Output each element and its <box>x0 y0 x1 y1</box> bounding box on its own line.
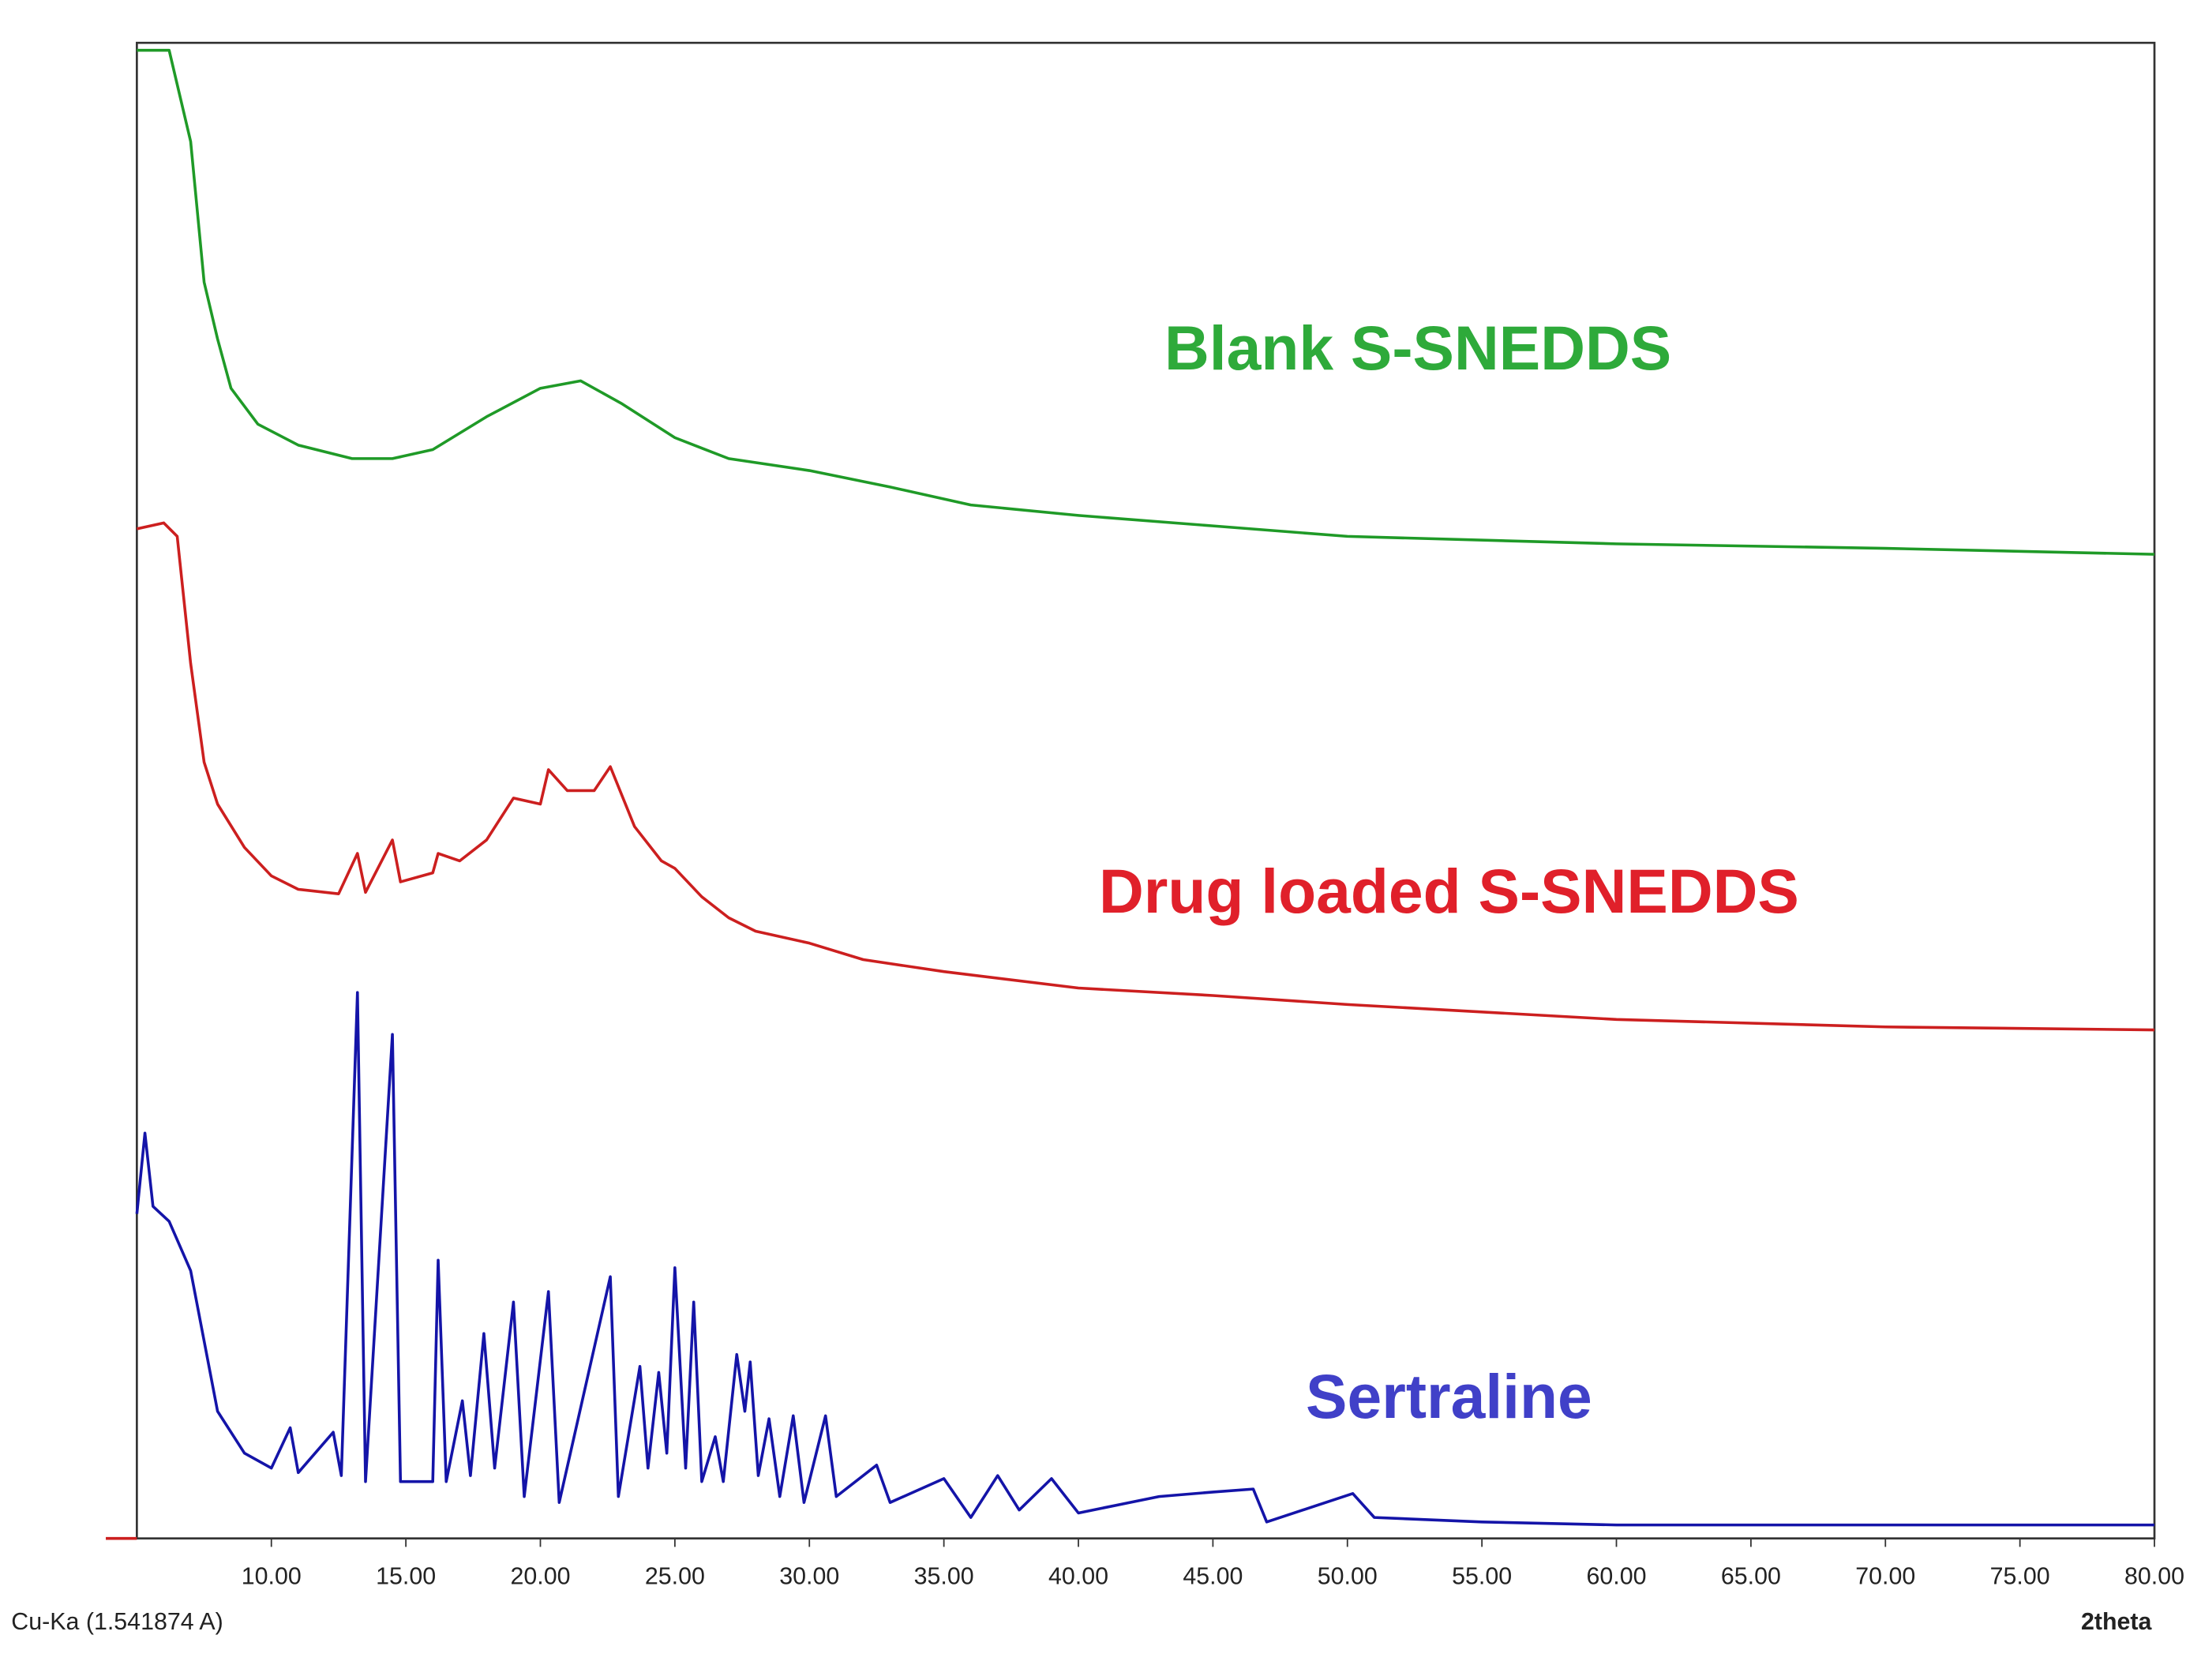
x-tick-label: 30.00 <box>779 1563 839 1590</box>
x-tick-label: 35.00 <box>914 1563 974 1590</box>
x-tick-label: 20.00 <box>510 1563 570 1590</box>
x-tick-label: 10.00 <box>242 1563 302 1590</box>
x-tick-label: 25.00 <box>645 1563 705 1590</box>
x-tick-label: 75.00 <box>1990 1563 2050 1590</box>
series-line <box>135 991 2155 1527</box>
series-label: Blank S-SNEDDS <box>1164 313 1671 383</box>
x-axis-label: 2theta <box>2081 1608 2153 1635</box>
x-tick-label: 60.00 <box>1587 1563 1647 1590</box>
radiation-note: Cu-Ka (1.541874 A) <box>11 1608 223 1635</box>
x-tick-label: 55.00 <box>1452 1563 1512 1590</box>
x-tick-label: 40.00 <box>1048 1563 1108 1590</box>
x-tick-label: 50.00 <box>1318 1563 1378 1590</box>
series-line <box>136 521 2155 1032</box>
series-label: Sertraline <box>1306 1362 1592 1431</box>
x-tick-label: 70.00 <box>1855 1563 1915 1590</box>
x-tick-label: 45.00 <box>1183 1563 1243 1590</box>
plot-frame <box>136 41 2156 1539</box>
series-line <box>137 48 2155 556</box>
series-label: Drug loaded S-SNEDDS <box>1099 857 1799 926</box>
x-tick-label: 15.00 <box>376 1563 436 1590</box>
x-tick-label: 80.00 <box>2124 1563 2184 1590</box>
x-tick-label: 65.00 <box>1721 1563 1781 1590</box>
